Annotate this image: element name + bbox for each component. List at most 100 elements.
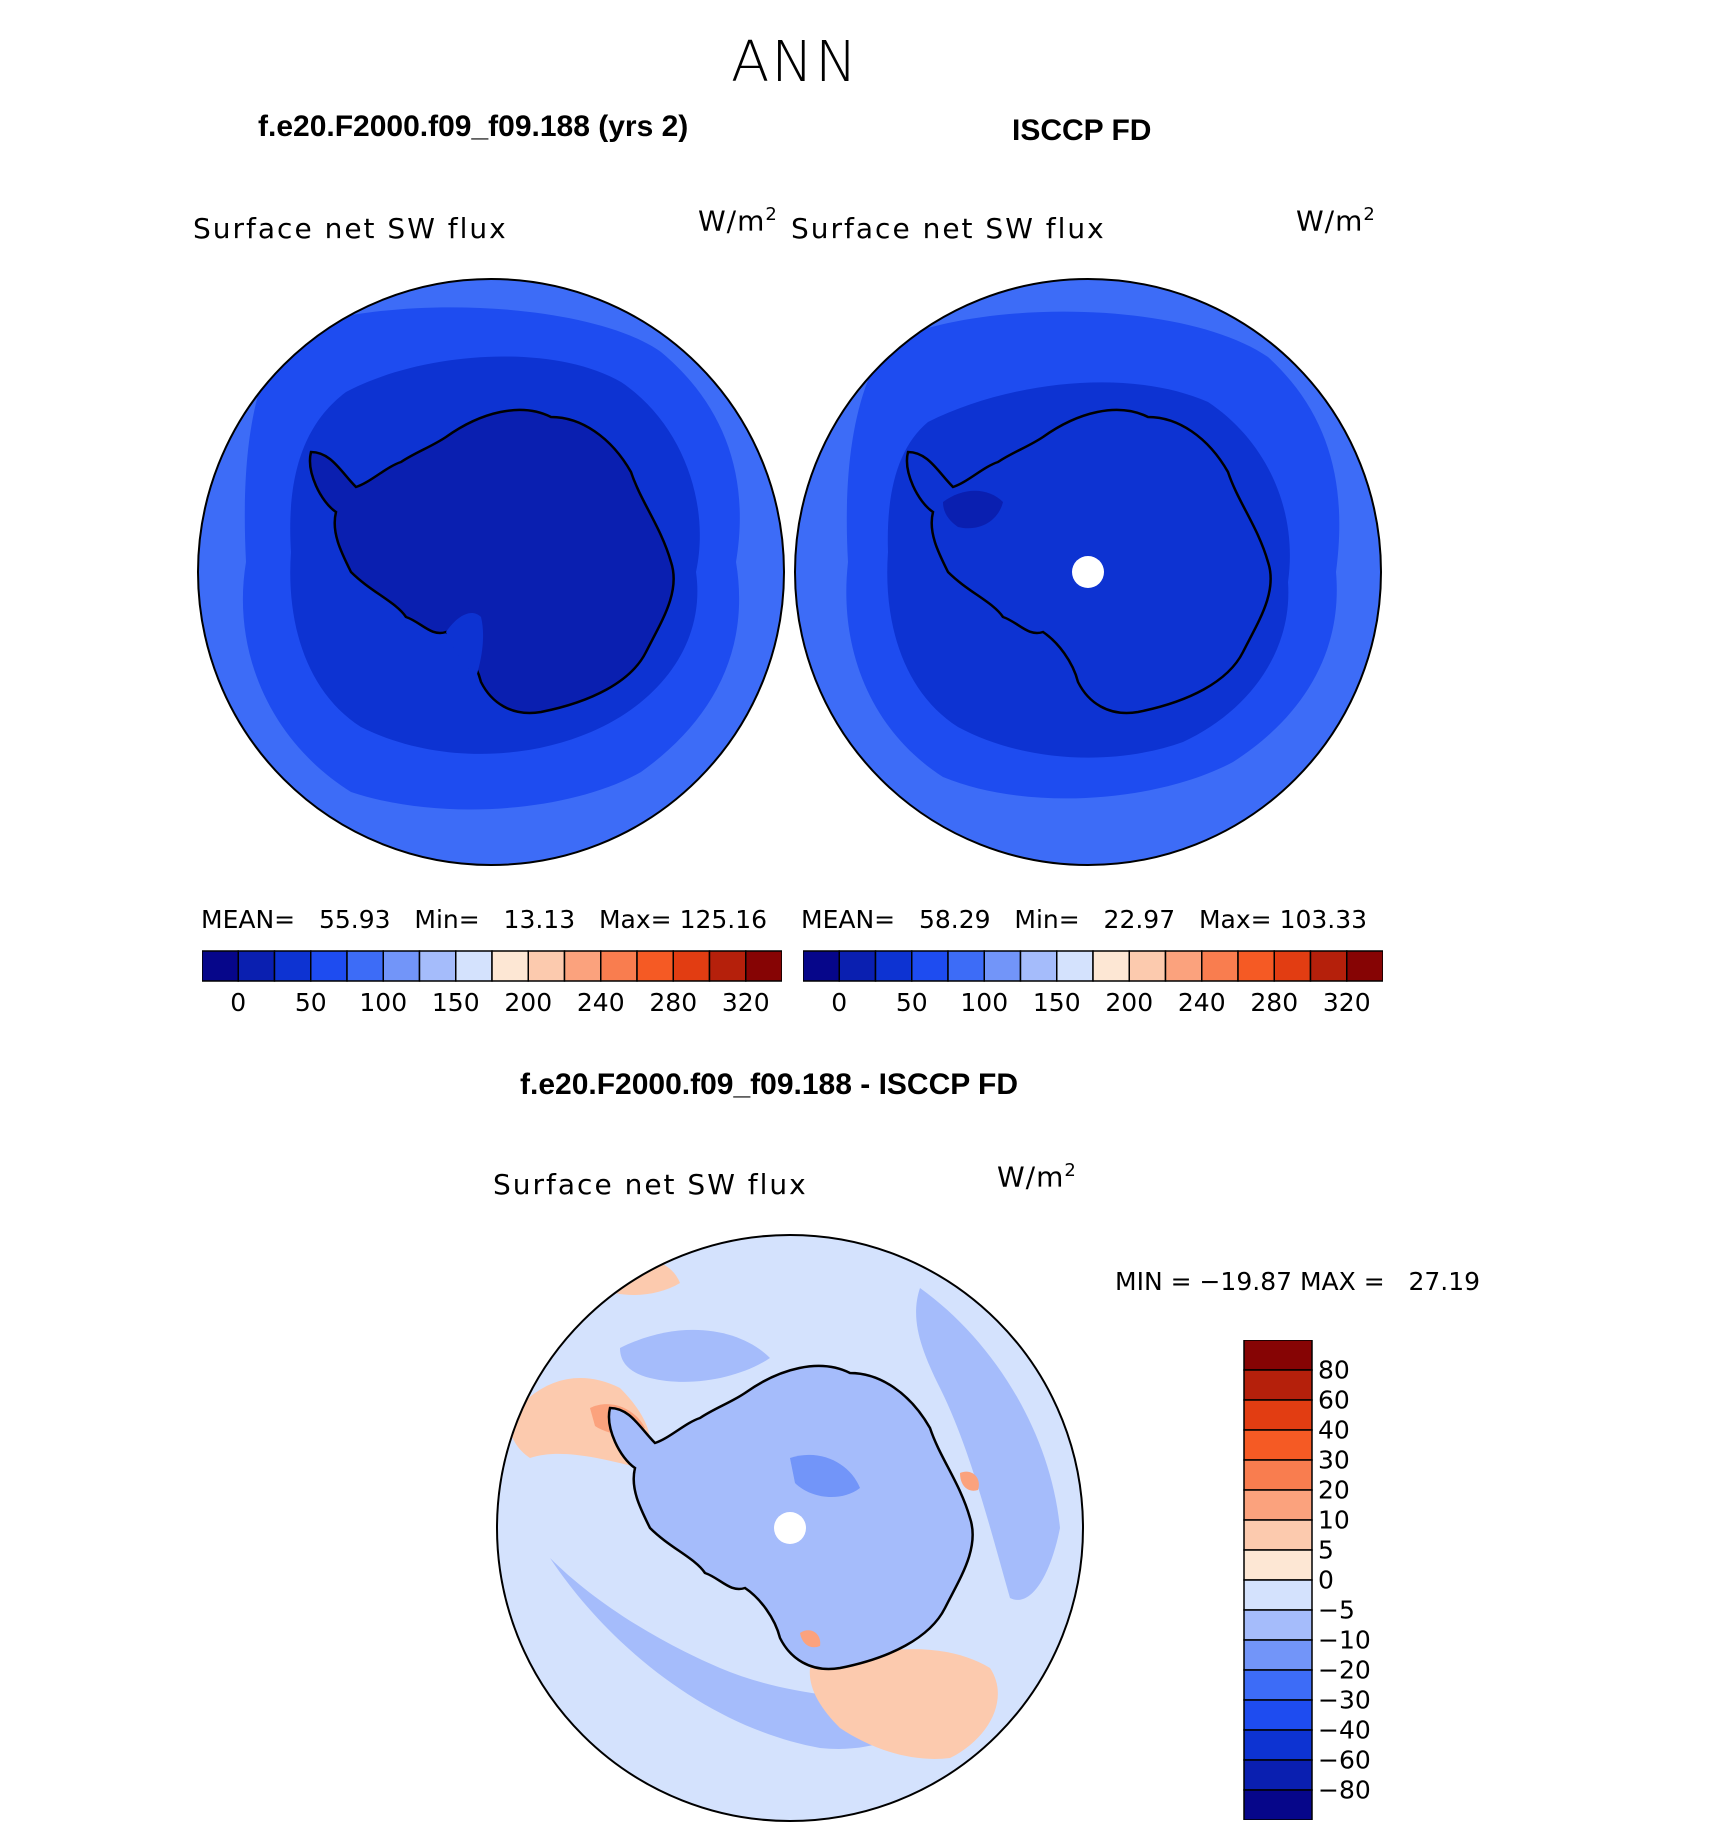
obs-weddell-dark-patch bbox=[943, 490, 1003, 529]
obs-colorbar-tick-label: 50 bbox=[895, 988, 928, 1017]
model-colorbar-box bbox=[600, 950, 638, 982]
model-colorbar-tick-label: 240 bbox=[576, 988, 625, 1017]
obs-colorbar-box bbox=[1092, 950, 1130, 982]
model-colorbar-box bbox=[455, 950, 493, 982]
diff-colorbar-box bbox=[1243, 1459, 1313, 1491]
model-colorbar-tick-label: 50 bbox=[294, 988, 327, 1017]
model-colorbar-tick-label: 100 bbox=[359, 988, 408, 1017]
diff-neg-patch-northwest bbox=[620, 1329, 770, 1382]
obs-colorbar-tick-label: 240 bbox=[1177, 988, 1226, 1017]
obs-colorbar-box bbox=[874, 950, 913, 982]
model-colorbar-box bbox=[202, 950, 239, 982]
obs-colorbar-box bbox=[983, 950, 1022, 982]
diff-colorbar-box bbox=[1243, 1579, 1313, 1611]
model-colorbar-box bbox=[273, 950, 312, 982]
obs-colorbar-box bbox=[1056, 950, 1094, 982]
model-colorbar-ticks: 0 50 100 150 200 240 280 320 bbox=[202, 988, 782, 1018]
model-colorbar-box bbox=[636, 950, 674, 982]
model-colorbar-tick-label: 200 bbox=[504, 988, 553, 1017]
model-colorbar-tick-label: 320 bbox=[721, 988, 770, 1017]
diff-case-title: f.e20.F2000.f09_f09.188 - ISCCP FD bbox=[520, 1068, 1019, 1101]
diff-minmax: MIN = −19.87 MAX = 27.19 bbox=[1115, 1267, 1481, 1296]
diff-colorbar-box bbox=[1243, 1789, 1313, 1820]
diff-pos-northwest bbox=[509, 1378, 651, 1468]
diff-colorbar-tick-label: 10 bbox=[1318, 1505, 1350, 1535]
obs-colorbar-tick-label: 150 bbox=[1032, 988, 1081, 1017]
obs-colorbar-box bbox=[1273, 950, 1312, 982]
obs-units-label: W/m2 bbox=[1296, 204, 1376, 238]
obs-colorbar-ticks: 0 50 100 150 200 240 280 320 bbox=[803, 988, 1383, 1018]
diff-colorbar-tick-label: 40 bbox=[1318, 1415, 1350, 1445]
model-colorbar-box bbox=[745, 950, 782, 982]
diff-colorbar-tick-label: −60 bbox=[1318, 1745, 1371, 1775]
diff-colorbar-box bbox=[1243, 1489, 1313, 1521]
diff-variable-label: Surface net SW flux bbox=[493, 1168, 808, 1201]
model-ross-sea-patch bbox=[446, 612, 484, 677]
diff-colorbar-box bbox=[1243, 1699, 1313, 1731]
diff-colorbar-box bbox=[1243, 1340, 1313, 1371]
model-polar-map bbox=[197, 278, 785, 866]
diff-colorbar bbox=[1243, 1340, 1313, 1820]
model-colorbar-box bbox=[237, 950, 276, 982]
diff-colorbar-ticks: 80 60 40 30 20 10 5 0 −5 −10 −20 −30 −40 −60 −80 bbox=[1318, 1340, 1438, 1820]
diff-colorbar-tick-label: −5 bbox=[1318, 1595, 1355, 1625]
diff-colorbar-box bbox=[1243, 1609, 1313, 1641]
model-colorbar-box bbox=[491, 950, 529, 982]
obs-colorbar-box bbox=[1164, 950, 1203, 982]
diff-pos-coastal-east bbox=[960, 1471, 979, 1491]
model-colorbar-box bbox=[310, 950, 348, 982]
model-colorbar bbox=[202, 950, 782, 982]
obs-colorbar-tick-label: 200 bbox=[1105, 988, 1154, 1017]
season-title: ANN bbox=[730, 30, 860, 95]
model-case-title: f.e20.F2000.f09_f09.188 (yrs 2) bbox=[258, 110, 689, 143]
obs-colorbar-box bbox=[1201, 950, 1239, 982]
model-colorbar-box bbox=[418, 950, 457, 982]
model-colorbar-tick-label: 0 bbox=[230, 988, 247, 1017]
model-colorbar-box bbox=[708, 950, 747, 982]
diff-polar-map bbox=[496, 1234, 1084, 1822]
diff-colorbar-tick-label: 60 bbox=[1318, 1385, 1350, 1415]
diff-colorbar-tick-label: 0 bbox=[1318, 1565, 1334, 1595]
diff-pos-coastal-south bbox=[800, 1630, 821, 1648]
obs-colorbar-box bbox=[1346, 950, 1383, 982]
obs-colorbar-tick-label: 280 bbox=[1250, 988, 1299, 1017]
obs-colorbar-box bbox=[838, 950, 877, 982]
diff-colorbar-tick-label: −80 bbox=[1318, 1775, 1371, 1805]
diff-colorbar-tick-label: 30 bbox=[1318, 1445, 1350, 1475]
obs-colorbar bbox=[803, 950, 1383, 982]
obs-colorbar-tick-label: 320 bbox=[1322, 988, 1371, 1017]
diff-colorbar-tick-label: 20 bbox=[1318, 1475, 1350, 1505]
diff-neg-band-east bbox=[916, 1288, 1060, 1600]
model-colorbar-tick-label: 280 bbox=[649, 988, 698, 1017]
diff-neg-continent-patch bbox=[790, 1454, 860, 1498]
obs-colorbar-box bbox=[1309, 950, 1348, 982]
diff-colorbar-tick-label: −20 bbox=[1318, 1655, 1371, 1685]
obs-stats: MEAN= 58.29 Min= 22.97 Max= 103.33 bbox=[801, 905, 1368, 934]
obs-colorbar-box bbox=[1019, 950, 1058, 982]
diff-units-label: W/m2 bbox=[997, 1160, 1077, 1194]
obs-colorbar-box bbox=[1237, 950, 1275, 982]
diff-colorbar-box bbox=[1243, 1639, 1313, 1671]
obs-variable-label: Surface net SW flux bbox=[791, 212, 1106, 245]
obs-colorbar-box bbox=[1128, 950, 1167, 982]
diff-colorbar-box bbox=[1243, 1399, 1313, 1431]
obs-polar-map bbox=[794, 278, 1382, 866]
model-colorbar-box bbox=[563, 950, 602, 982]
obs-colorbar-tick-label: 100 bbox=[960, 988, 1009, 1017]
diff-colorbar-box bbox=[1243, 1429, 1313, 1461]
diff-colorbar-tick-label: −40 bbox=[1318, 1715, 1371, 1745]
model-colorbar-tick-label: 150 bbox=[431, 988, 480, 1017]
diff-colorbar-tick-label: 80 bbox=[1318, 1355, 1350, 1385]
diff-colorbar-box bbox=[1243, 1369, 1313, 1401]
model-colorbar-box bbox=[527, 950, 566, 982]
obs-case-title: ISCCP FD bbox=[1012, 114, 1152, 147]
diff-colorbar-box bbox=[1243, 1669, 1313, 1701]
diff-colorbar-tick-label: −30 bbox=[1318, 1685, 1371, 1715]
diff-colorbar-box bbox=[1243, 1519, 1313, 1551]
diff-colorbar-box bbox=[1243, 1549, 1313, 1581]
obs-colorbar-box bbox=[911, 950, 949, 982]
obs-colorbar-box bbox=[803, 950, 840, 982]
model-stats: MEAN= 55.93 Min= 13.13 Max= 125.16 bbox=[201, 905, 768, 934]
diff-colorbar-box bbox=[1243, 1759, 1313, 1791]
diff-colorbar-tick-label: −10 bbox=[1318, 1625, 1371, 1655]
